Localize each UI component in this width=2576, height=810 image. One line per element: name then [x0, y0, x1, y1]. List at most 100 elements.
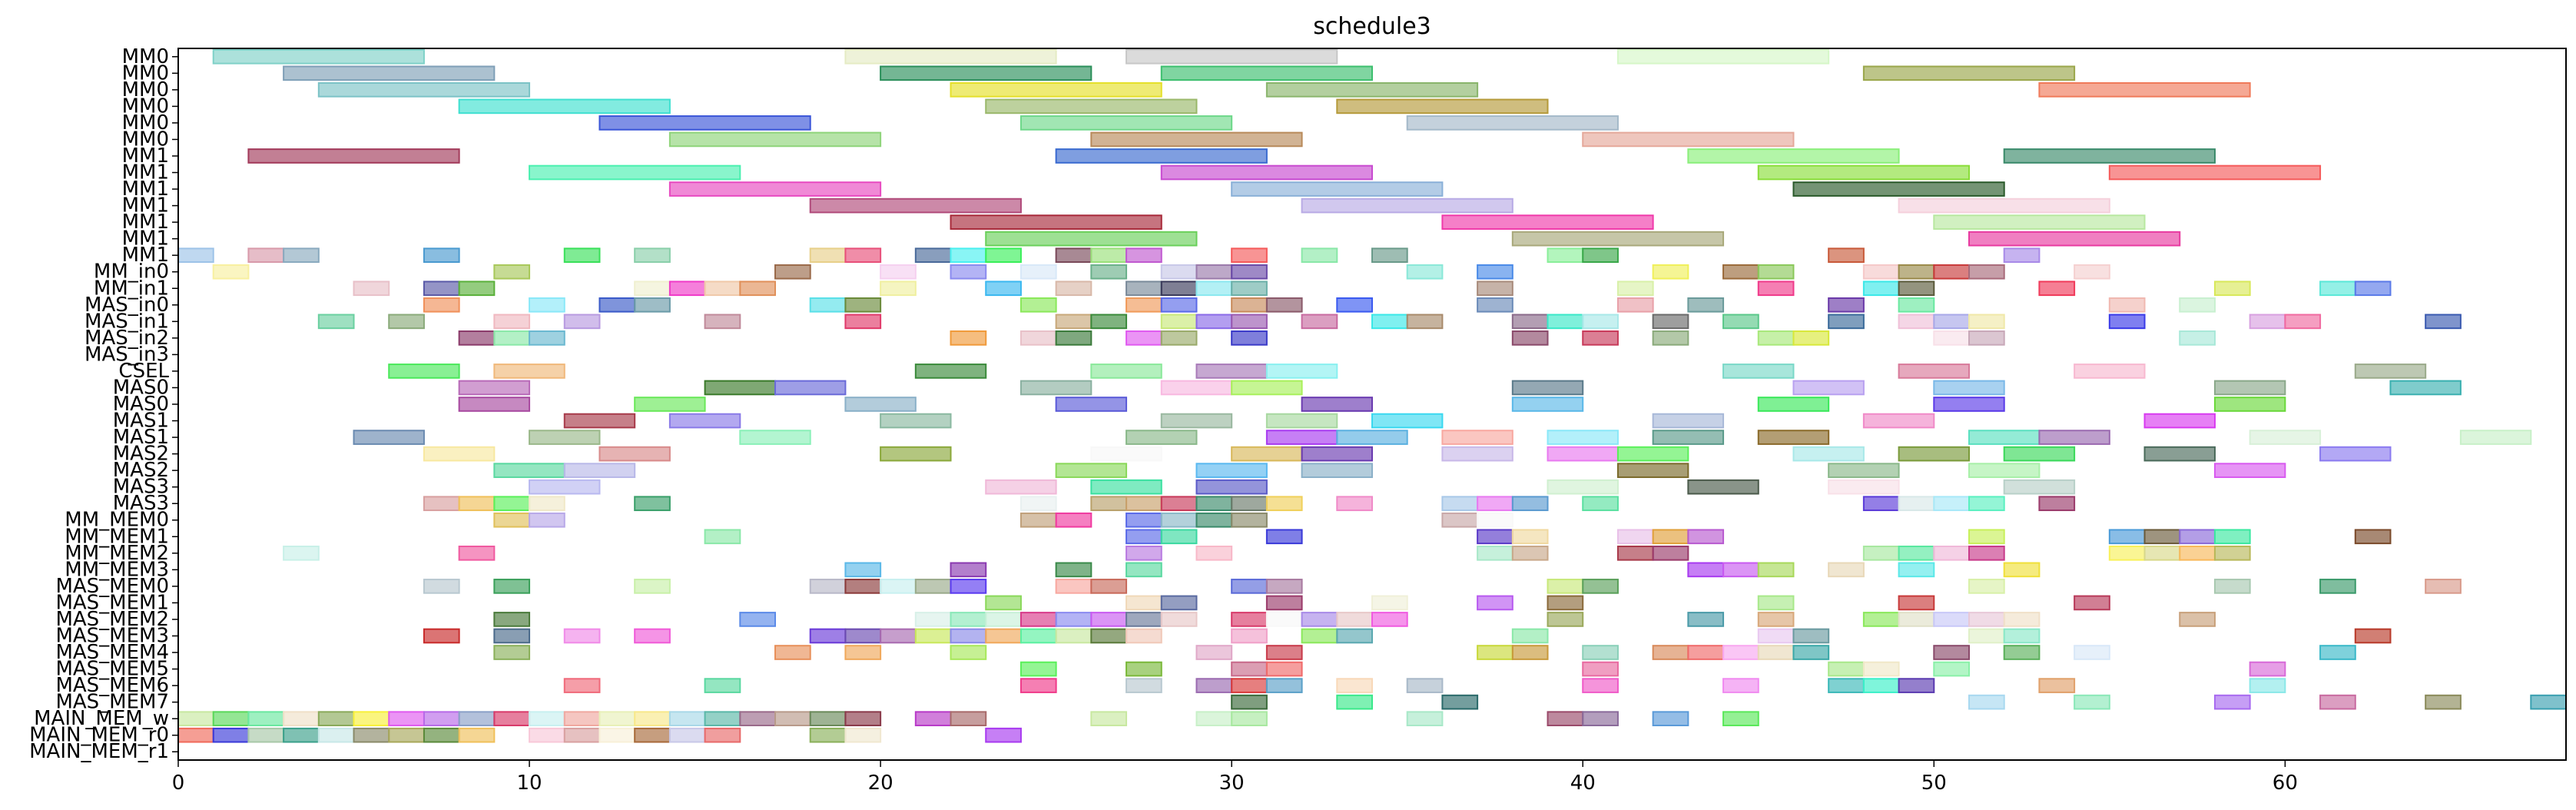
task-bar	[774, 264, 811, 280]
task-bar	[1511, 231, 1725, 247]
task-bar	[563, 413, 636, 429]
task-bar	[247, 247, 285, 264]
task-bar	[1195, 281, 1233, 297]
task-bar	[704, 314, 741, 330]
task-bar	[1511, 330, 1549, 346]
task-bar	[1898, 264, 1935, 280]
task-bar	[1126, 48, 1338, 65]
task-bar	[317, 727, 355, 743]
task-bar	[1160, 612, 1198, 627]
task-bar	[1231, 711, 1268, 726]
task-bar	[1441, 694, 1479, 710]
x-tick-label: 50	[1921, 772, 1947, 795]
task-bar	[1722, 678, 1759, 693]
task-bar	[2038, 281, 2076, 297]
row-label: MAS1	[113, 426, 169, 449]
task-bar	[283, 65, 496, 81]
task-bar	[1757, 164, 1970, 181]
task-bar	[739, 430, 811, 445]
row-label: MAS_MEM0	[55, 575, 169, 598]
row-label: MM_MEM1	[65, 525, 169, 548]
task-bar	[2179, 529, 2216, 545]
task-bar	[950, 330, 987, 346]
task-bar	[2003, 612, 2041, 627]
task-bar	[2108, 529, 2146, 545]
x-axis-ticks: 0 10 20 30 40 50 60	[172, 760, 2298, 795]
task-bar	[1126, 612, 1162, 627]
task-bar	[1301, 247, 1338, 264]
task-bar	[1757, 645, 1795, 660]
task-bar	[247, 727, 285, 743]
task-bar	[1265, 297, 1303, 313]
task-bar	[950, 214, 1162, 230]
task-bar	[1090, 628, 1128, 644]
task-bar	[985, 281, 1022, 297]
row-label: MAS2	[113, 443, 169, 466]
task-bar	[739, 612, 777, 627]
task-bar	[634, 297, 671, 313]
row-label: MM1	[122, 178, 169, 201]
task-bars	[177, 48, 2568, 743]
task-bar	[844, 247, 882, 264]
task-bar	[1511, 380, 1584, 396]
task-bar	[1933, 380, 2005, 396]
task-bar	[2354, 364, 2427, 379]
row-label: MM_MEM3	[65, 558, 169, 581]
task-bar	[1828, 661, 1865, 677]
task-bar	[2108, 545, 2146, 561]
task-bar	[1933, 214, 2146, 230]
task-bar	[353, 430, 425, 445]
task-bar	[1862, 281, 1900, 297]
task-bar	[1582, 247, 1619, 264]
task-bar	[1582, 131, 1795, 148]
task-bar	[950, 711, 987, 726]
task-bar	[1441, 430, 1513, 445]
task-bar	[1898, 446, 1970, 462]
task-bar	[1511, 496, 1549, 512]
task-bar	[1757, 397, 1830, 412]
task-bar	[493, 711, 531, 726]
task-bar	[283, 545, 320, 561]
row-label: MM0	[122, 78, 169, 101]
task-bar	[1195, 678, 1233, 693]
task-bar	[914, 711, 952, 726]
task-bar	[2074, 645, 2110, 660]
task-bar	[1582, 330, 1619, 346]
task-bar	[247, 148, 460, 164]
task-bar	[1336, 98, 1549, 115]
task-bar	[1722, 264, 1759, 280]
task-bar	[634, 579, 671, 594]
task-bar	[950, 645, 987, 660]
task-bar	[1126, 430, 1198, 445]
task-bar	[634, 727, 671, 743]
task-bar	[1968, 463, 2041, 478]
task-bar	[1933, 496, 1971, 512]
task-bar	[880, 281, 917, 297]
x-tick-label: 30	[1219, 772, 1245, 795]
task-bar	[1371, 247, 1408, 264]
task-bar	[2213, 281, 2251, 297]
task-bar	[1862, 545, 1900, 561]
x-tick-label: 0	[172, 772, 185, 795]
task-bar	[1933, 545, 1971, 561]
row-label: MM_in1	[94, 277, 169, 300]
task-bar	[563, 463, 636, 478]
task-bar	[1090, 496, 1128, 512]
task-bar	[1231, 314, 1268, 330]
task-bar	[1616, 281, 1654, 297]
task-bar	[1055, 463, 1128, 478]
task-bar	[1968, 330, 2005, 346]
task-bar	[529, 164, 741, 181]
task-bar	[2074, 264, 2110, 280]
task-bar	[2319, 579, 2356, 594]
task-bar	[704, 529, 741, 545]
task-bar	[1547, 711, 1584, 726]
task-bar	[1160, 314, 1198, 330]
task-bar	[1898, 562, 1935, 578]
row-label: MAS3	[113, 476, 169, 499]
task-bar	[1126, 247, 1162, 264]
task-bar	[2179, 330, 2216, 346]
task-bar	[1336, 297, 1373, 313]
task-bar	[1968, 314, 2005, 330]
row-label: MAS_in2	[85, 327, 169, 350]
